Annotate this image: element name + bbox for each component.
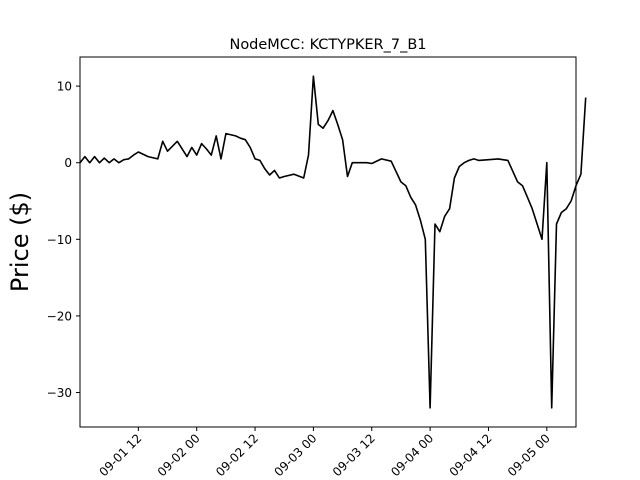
x-tick-label: 09-03 00 — [271, 431, 319, 479]
x-tick-label: 09-02 00 — [155, 431, 203, 479]
axes-frame — [79, 56, 577, 428]
y-tick-label: 0 — [64, 156, 72, 170]
y-tick-label: −30 — [47, 386, 72, 400]
x-tick-label: 09-02 12 — [213, 431, 261, 479]
y-tick-label: −20 — [47, 309, 72, 323]
y-tick-label: 10 — [57, 80, 72, 94]
x-tick-label: 09-05 00 — [505, 431, 553, 479]
x-tick-label: 09-01 12 — [96, 431, 144, 479]
x-tick-label: 09-03 12 — [330, 431, 378, 479]
x-axis: 09-01 12 09-02 00 09-02 12 09-03 00 09-03 12… — [96, 427, 553, 479]
plot-area — [79, 75, 587, 409]
chart-title: NodeMCC: KCTYPKER_7_B1 — [229, 37, 426, 53]
y-tick-label: −10 — [47, 233, 72, 247]
series-line — [79, 75, 587, 409]
x-tick-label: 09-04 12 — [447, 431, 495, 479]
y-axis: 10 0 −10 −20 −30 — [47, 80, 80, 400]
y-axis-label: Price ($) — [6, 192, 34, 292]
x-tick-label: 09-04 00 — [388, 431, 436, 479]
